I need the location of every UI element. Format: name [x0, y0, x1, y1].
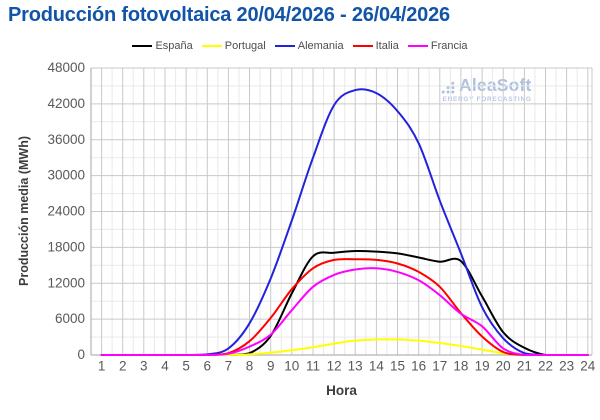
- svg-text:0: 0: [77, 347, 85, 362]
- legend-item-portugal: Portugal: [201, 40, 266, 52]
- legend-line-francia: [407, 44, 428, 48]
- legend-label-italia: Italia: [375, 40, 399, 52]
- legend-item-espana: España: [132, 40, 193, 52]
- svg-text:4: 4: [161, 359, 169, 374]
- svg-text:6000: 6000: [55, 311, 85, 326]
- legend-label-alemania: Alemania: [297, 40, 344, 52]
- legend-item-francia: Francia: [407, 40, 468, 52]
- svg-text:48000: 48000: [47, 60, 85, 75]
- legend-item-italia: Italia: [352, 40, 399, 52]
- legend: España Portugal Alemania Italia Francia: [0, 40, 600, 52]
- legend-line-espana: [132, 44, 153, 48]
- svg-text:13: 13: [348, 359, 363, 374]
- svg-text:19: 19: [475, 359, 490, 374]
- svg-text:3: 3: [140, 359, 148, 374]
- legend-line-alemania: [274, 44, 295, 48]
- svg-text:24000: 24000: [47, 204, 85, 219]
- svg-text:30000: 30000: [47, 168, 85, 183]
- svg-text:21: 21: [517, 359, 532, 374]
- svg-text:20: 20: [496, 359, 511, 374]
- legend-item-alemania: Alemania: [274, 40, 344, 52]
- svg-text:5: 5: [182, 359, 190, 374]
- svg-text:36000: 36000: [47, 132, 85, 147]
- svg-text:24: 24: [580, 359, 596, 374]
- svg-text:11: 11: [306, 359, 320, 374]
- svg-text:15: 15: [390, 359, 405, 374]
- svg-text:9: 9: [267, 359, 275, 374]
- svg-text:1: 1: [98, 359, 106, 374]
- svg-text:6: 6: [204, 359, 212, 374]
- y-axis-label: Producción media (MWh): [17, 136, 31, 286]
- aleasoft-watermark: AleaSoft ENERGY FORECASTING: [441, 75, 532, 103]
- legend-label-portugal: Portugal: [224, 40, 266, 52]
- svg-text:18: 18: [453, 359, 468, 374]
- svg-text:17: 17: [432, 359, 447, 374]
- legend-label-francia: Francia: [430, 40, 468, 52]
- svg-text:18000: 18000: [47, 239, 85, 254]
- svg-text:7: 7: [225, 359, 233, 374]
- aleasoft-tagline: ENERGY FORECASTING: [442, 95, 532, 103]
- svg-text:8: 8: [246, 359, 254, 374]
- svg-text:10: 10: [284, 359, 299, 374]
- svg-text:12000: 12000: [47, 275, 85, 290]
- svg-text:22: 22: [538, 359, 553, 374]
- legend-line-italia: [352, 44, 373, 48]
- svg-text:14: 14: [369, 359, 385, 374]
- svg-text:16: 16: [411, 359, 426, 374]
- svg-text:42000: 42000: [47, 96, 85, 111]
- legend-label-espana: España: [155, 40, 193, 52]
- aleasoft-dots-icon: [441, 81, 455, 93]
- svg-text:12: 12: [327, 359, 342, 374]
- aleasoft-logo-text: AleaSoft: [459, 75, 532, 95]
- svg-text:23: 23: [559, 359, 574, 374]
- chart-title: Producción fotovoltaica 20/04/2026 - 26/…: [8, 4, 450, 26]
- svg-text:2: 2: [119, 359, 127, 374]
- x-axis-label: Hora: [326, 383, 357, 398]
- legend-line-portugal: [201, 44, 222, 48]
